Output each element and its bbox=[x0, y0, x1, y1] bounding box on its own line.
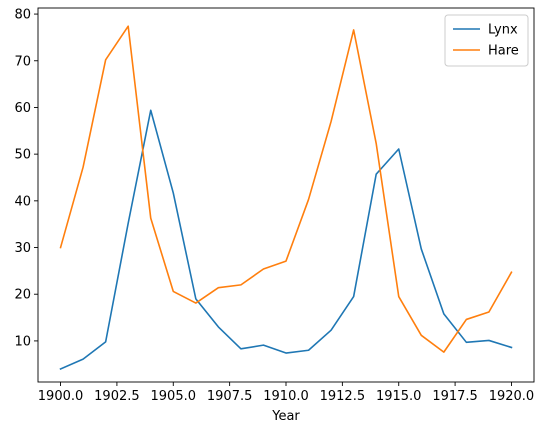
x-tick-label: 1910.0 bbox=[263, 389, 309, 404]
x-tick-label: 1902.5 bbox=[94, 389, 140, 404]
x-tick-label: 1905.0 bbox=[151, 389, 197, 404]
y-tick-label: 10 bbox=[14, 334, 31, 349]
y-tick-label: 20 bbox=[14, 288, 31, 303]
x-tick-label: 1912.5 bbox=[320, 389, 366, 404]
x-tick-label: 1920.0 bbox=[489, 389, 535, 404]
plot-background bbox=[38, 8, 534, 382]
x-ticks: 1900.0 1902.5 1905.0 1907.5 1910.0 1912.5 1915… bbox=[38, 382, 534, 404]
x-tick-label: 1900.0 bbox=[38, 389, 84, 404]
y-tick-label: 50 bbox=[14, 148, 31, 163]
y-tick-label: 60 bbox=[14, 101, 31, 116]
legend: Lynx Hare bbox=[444, 14, 529, 67]
series-lines bbox=[59, 25, 513, 370]
x-tick-label: 1917.5 bbox=[432, 389, 478, 404]
y-tick-label: 80 bbox=[14, 8, 31, 23]
x-tick-label: 1915.0 bbox=[376, 389, 422, 404]
x-tick-label: 1907.5 bbox=[207, 389, 253, 404]
legend-box bbox=[444, 14, 529, 67]
plot-area bbox=[38, 8, 534, 382]
x-axis-label: Year bbox=[271, 409, 300, 424]
legend-label-lynx: Lynx bbox=[488, 23, 518, 38]
y-tick-label: 70 bbox=[14, 54, 31, 69]
y-tick-label: 30 bbox=[14, 241, 31, 256]
series-line-hare bbox=[59, 25, 513, 353]
series-line-lynx bbox=[59, 109, 513, 370]
y-tick-label: 40 bbox=[14, 194, 31, 209]
y-ticks: 10 20 30 40 50 60 70 80 bbox=[14, 8, 38, 349]
legend-label-hare: Hare bbox=[488, 44, 519, 59]
